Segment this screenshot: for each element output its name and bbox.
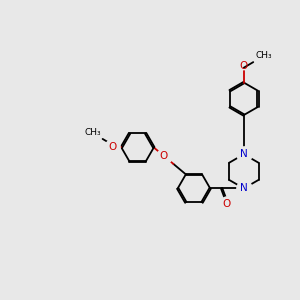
Text: O: O	[108, 142, 116, 152]
Text: CH₃: CH₃	[255, 51, 272, 60]
Text: O: O	[223, 199, 231, 209]
Text: N: N	[240, 149, 248, 159]
Text: O: O	[240, 61, 248, 71]
Text: O: O	[160, 151, 168, 161]
Text: CH₃: CH₃	[84, 128, 101, 137]
Text: N: N	[240, 183, 248, 194]
